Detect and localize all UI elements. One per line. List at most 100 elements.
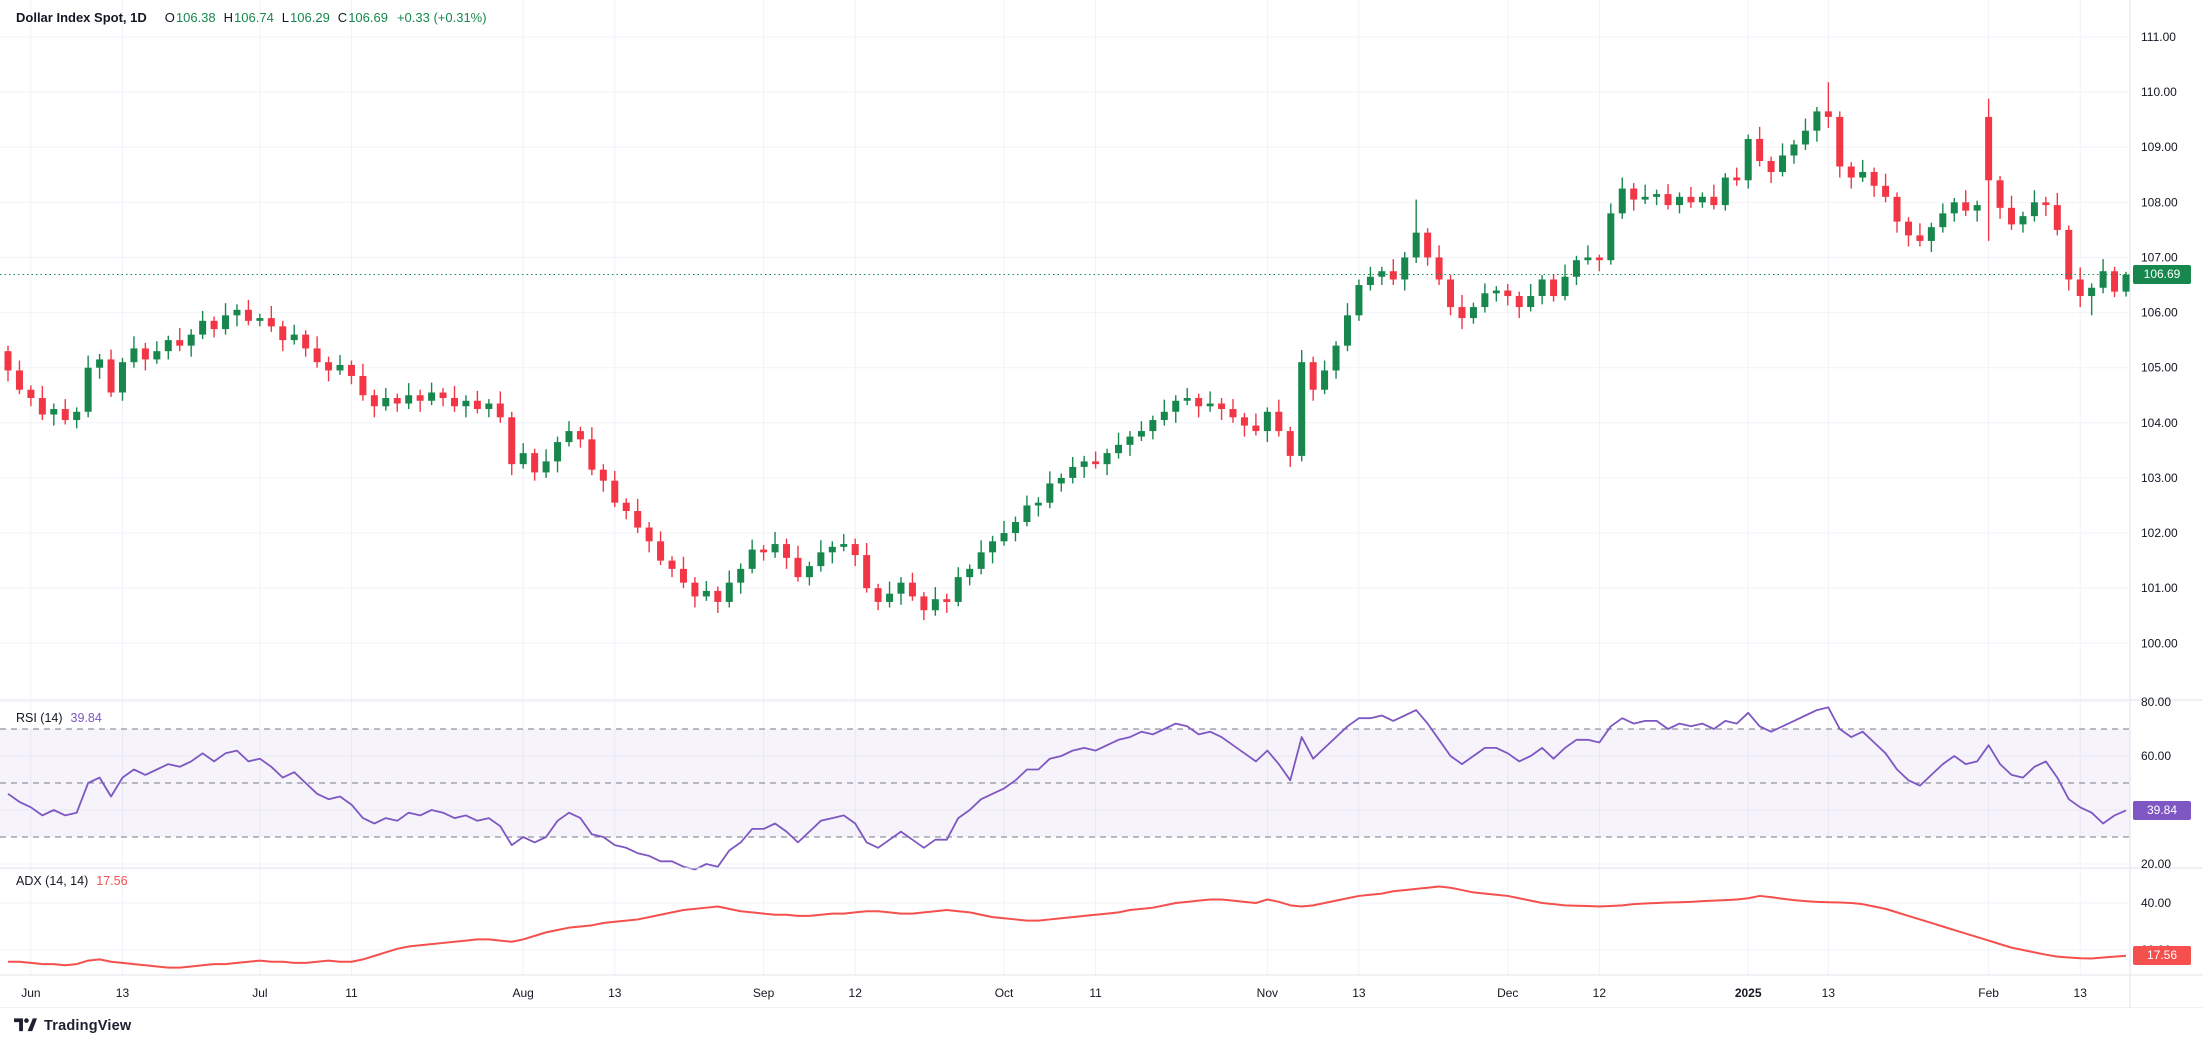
candle[interactable] xyxy=(370,395,378,407)
candle[interactable] xyxy=(1950,202,1958,214)
candle[interactable] xyxy=(714,590,722,602)
rsi-label[interactable]: RSI (14) xyxy=(16,711,63,725)
candle[interactable] xyxy=(1664,194,1672,206)
candle[interactable] xyxy=(657,541,665,561)
candle[interactable] xyxy=(1103,453,1111,465)
candle[interactable] xyxy=(599,469,607,481)
candle[interactable] xyxy=(874,588,882,602)
candle[interactable] xyxy=(668,560,676,569)
candle[interactable] xyxy=(1939,213,1947,228)
candle[interactable] xyxy=(325,362,333,371)
candle[interactable] xyxy=(359,375,367,396)
candle[interactable] xyxy=(931,599,939,611)
candle[interactable] xyxy=(279,326,287,341)
candle[interactable] xyxy=(1195,398,1203,407)
candle[interactable] xyxy=(416,395,424,401)
candle[interactable] xyxy=(462,400,470,407)
candle[interactable] xyxy=(244,309,252,321)
candle[interactable] xyxy=(1321,370,1329,390)
candle[interactable] xyxy=(691,582,699,597)
candle[interactable] xyxy=(1172,400,1180,412)
candle[interactable] xyxy=(1721,177,1729,206)
candle[interactable] xyxy=(1355,285,1363,316)
candle[interactable] xyxy=(347,364,355,376)
candle[interactable] xyxy=(588,439,596,470)
candlestick-series[interactable] xyxy=(4,82,2130,621)
candle[interactable] xyxy=(1332,345,1340,371)
candle[interactable] xyxy=(1836,116,1844,167)
candle[interactable] xyxy=(2099,271,2107,288)
candle[interactable] xyxy=(2076,279,2084,297)
candle[interactable] xyxy=(313,348,321,363)
candle[interactable] xyxy=(1057,477,1065,484)
candle[interactable] xyxy=(576,431,584,440)
candle[interactable] xyxy=(908,582,916,597)
candle[interactable] xyxy=(1779,155,1787,173)
candle[interactable] xyxy=(290,334,298,341)
candle[interactable] xyxy=(2008,207,2016,225)
candle[interactable] xyxy=(1240,417,1248,426)
candle[interactable] xyxy=(199,320,207,335)
candle[interactable] xyxy=(1985,116,1993,181)
candle[interactable] xyxy=(1927,227,1935,241)
candle[interactable] xyxy=(473,400,481,410)
candle[interactable] xyxy=(1389,271,1397,280)
candle[interactable] xyxy=(1412,232,1420,258)
candle[interactable] xyxy=(187,334,195,346)
candle[interactable] xyxy=(38,398,46,415)
candle[interactable] xyxy=(783,544,791,558)
candle[interactable] xyxy=(1218,403,1226,410)
candle[interactable] xyxy=(840,544,848,547)
candle[interactable] xyxy=(1641,196,1649,200)
candle[interactable] xyxy=(1687,196,1695,203)
candle[interactable] xyxy=(1538,279,1546,297)
candle[interactable] xyxy=(1561,276,1569,297)
candle[interactable] xyxy=(1092,461,1100,465)
candle[interactable] xyxy=(1160,411,1168,421)
candle[interactable] xyxy=(1504,290,1512,297)
candle[interactable] xyxy=(611,480,619,503)
candle[interactable] xyxy=(863,555,871,589)
candle[interactable] xyxy=(302,334,310,349)
candle[interactable] xyxy=(748,549,756,569)
time-axis[interactable]: Jun 13 Jul 11 Aug 13 Sep 12 Oct 11 Nov 13 Dec 12 2025 1… xyxy=(21,986,2087,1000)
candle[interactable] xyxy=(405,395,413,404)
candle[interactable] xyxy=(1447,279,1455,308)
candle[interactable] xyxy=(1904,221,1912,236)
candle[interactable] xyxy=(1847,166,1855,178)
candle[interactable] xyxy=(210,320,218,330)
candle[interactable] xyxy=(1286,431,1294,456)
candle[interactable] xyxy=(50,409,58,415)
candle[interactable] xyxy=(1275,411,1283,432)
candle[interactable] xyxy=(1607,213,1615,261)
candle[interactable] xyxy=(1733,177,1741,181)
candle[interactable] xyxy=(679,568,687,583)
candle[interactable] xyxy=(817,552,825,567)
candle[interactable] xyxy=(176,340,184,346)
candle[interactable] xyxy=(977,552,985,569)
candle[interactable] xyxy=(1870,172,1878,186)
candle[interactable] xyxy=(485,403,493,410)
candle[interactable] xyxy=(1630,188,1638,200)
candle[interactable] xyxy=(989,541,997,553)
candle[interactable] xyxy=(1378,271,1386,277)
candle[interactable] xyxy=(794,557,802,578)
candle[interactable] xyxy=(1550,279,1558,297)
candle[interactable] xyxy=(27,389,35,399)
candle[interactable] xyxy=(15,370,23,390)
candle[interactable] xyxy=(1137,431,1145,437)
candle[interactable] xyxy=(2111,271,2119,292)
candle[interactable] xyxy=(1069,466,1077,478)
candle[interactable] xyxy=(1790,144,1798,156)
candle[interactable] xyxy=(1298,362,1306,456)
candle[interactable] xyxy=(428,392,436,401)
adx-line[interactable] xyxy=(8,885,2127,969)
candle[interactable] xyxy=(966,568,974,578)
candle[interactable] xyxy=(1756,138,1764,161)
candle[interactable] xyxy=(256,318,264,321)
candle[interactable] xyxy=(1767,161,1775,173)
candle[interactable] xyxy=(1584,257,1592,261)
candle[interactable] xyxy=(702,590,710,597)
candle[interactable] xyxy=(1676,196,1683,206)
